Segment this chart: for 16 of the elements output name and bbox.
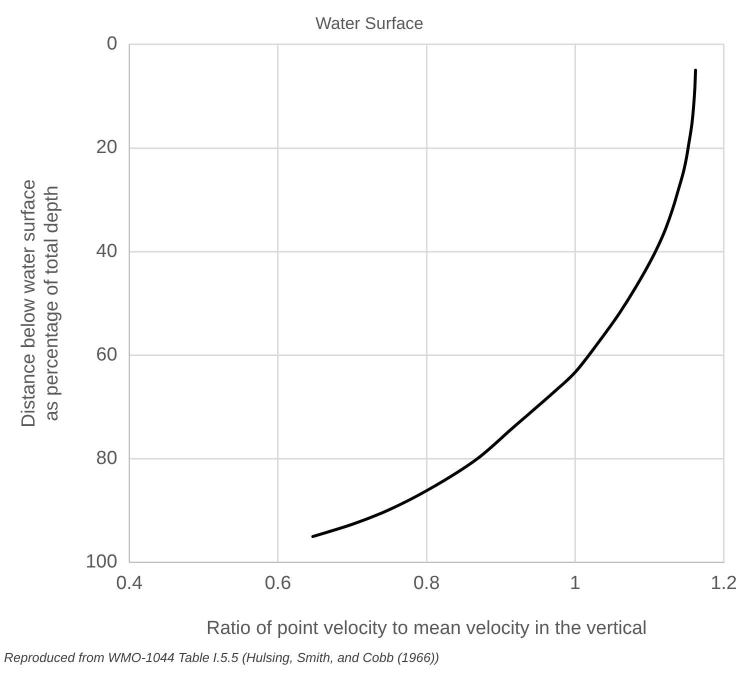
- text: Reproduced from WMO-1044 Table I.5.5 (Hulsing, Smith, and Cobb (1966)): [4, 650, 440, 665]
- line-series: [311, 68, 698, 538]
- x-tick-label: 1.2: [710, 573, 738, 594]
- chart-title: Water Surface: [315, 14, 424, 33]
- x-tick-label: 0.4: [116, 573, 143, 594]
- x-tick-label: 0.6: [264, 573, 292, 594]
- y-tick-label: 0: [106, 34, 118, 55]
- y-tick-label: 40: [96, 240, 118, 262]
- y-tick-label: 80: [96, 448, 118, 470]
- x-tick-label: 0.8: [413, 573, 440, 594]
- y-tick-label: 100: [86, 552, 118, 573]
- y-tick-label: 20: [96, 137, 118, 158]
- x-tick-label: 1: [570, 573, 580, 594]
- x-axis-title: Ratio of point velocity to mean velocity in the vertical: [206, 618, 647, 639]
- y-tick-label: 60: [96, 344, 118, 366]
- y-axis-title: Distance below water surface as percentage of total depth: [18, 179, 62, 428]
